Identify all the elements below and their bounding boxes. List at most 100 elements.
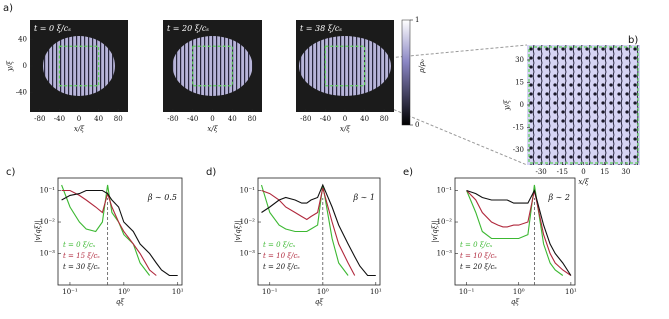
x-axis-label: x/ξ <box>74 125 85 133</box>
time-label: t = 38 ξ/cₛ <box>300 24 342 33</box>
legend-entry: t = 20 ξ/cₛ <box>263 263 300 271</box>
y-tick-label: 10⁻³ <box>437 250 453 258</box>
y-axis-label: y/ξ <box>503 99 511 111</box>
x-tick-label: 10⁰ <box>317 288 329 296</box>
x-axis-label: qξ <box>511 298 520 306</box>
panel: 10⁻¹ 10⁰ 10¹ 10⁻³ 10⁻² 10⁻¹ qξ |v(qξ)| c) t = 0 ξ… <box>6 167 184 306</box>
legend-entry: t = 30 ξ/cₛ <box>63 263 100 271</box>
x-tick-label: 0 <box>581 168 585 176</box>
legend-entry: t = 0 ξ/cₛ <box>263 241 296 249</box>
panel: t = 20 ξ/cₛ -80 -40 0 40 80 x/ξ <box>163 20 262 133</box>
x-tick-label: -80 <box>167 115 178 123</box>
y-tick-label: 10⁻² <box>240 218 256 226</box>
series-line <box>466 188 572 276</box>
x-tick-label: 10⁻¹ <box>62 288 78 296</box>
y-axis-label: |v(qξ)| <box>431 220 439 242</box>
condensate <box>172 36 253 96</box>
x-tick-label: -40 <box>320 115 331 123</box>
y-axis-label: |v(qξ)| <box>234 220 242 242</box>
x-tick-label: -15 <box>557 168 568 176</box>
x-axis-label: x/ξ <box>207 125 218 133</box>
condensate <box>43 36 115 96</box>
legend-entry: t = 20 ξ/cₛ <box>460 263 497 271</box>
legend-entry: t = 10 ξ/cₛ <box>263 252 300 260</box>
colorbar-tick-label: 1 <box>415 16 419 24</box>
beta-annotation: β ∼ 1 <box>352 193 375 202</box>
y-tick-label: 10⁻³ <box>240 250 256 258</box>
x-tick-label: 10¹ <box>172 288 184 296</box>
y-tick-label: 0 <box>520 101 524 109</box>
x-tick-label: 80 <box>114 115 123 123</box>
x-tick-label: 0 <box>343 115 347 123</box>
series-line <box>261 183 376 277</box>
x-tick-label: 10¹ <box>565 288 577 296</box>
x-axis-label: x/ξ <box>340 125 351 133</box>
panel: t = 0 ξ/cₛ -80 -40 0 40 80 -40 0 40 x/ξ y/ξ a) <box>3 3 128 133</box>
zoom-box <box>58 45 100 87</box>
condensate <box>299 36 391 96</box>
panel-label: c) <box>6 167 15 178</box>
x-tick-label: 40 <box>94 115 103 123</box>
x-tick-label: 40 <box>228 115 237 123</box>
series-line <box>261 187 356 276</box>
series-line <box>466 190 572 276</box>
x-tick-label: -80 <box>300 115 311 123</box>
y-axis-label: |v(qξ)| <box>34 220 42 242</box>
panel: -30 -15 0 15 30 -30 -15 0 15 30 x/ξ y/ξ b) <box>503 35 640 186</box>
series-line <box>61 189 157 276</box>
colorbar <box>401 19 411 126</box>
panel: 10⁻¹ 10⁰ 10¹ 10⁻³ 10⁻² 10⁻¹ qξ |v(qξ)| d) t = 0 ξ… <box>206 167 382 306</box>
panel: t = 38 ξ/cₛ -80 -40 0 40 80 x/ξ 0 1 ρ/ρ₀ <box>296 16 426 133</box>
y-tick-label: -40 <box>16 88 27 96</box>
x-tick-label: -30 <box>535 168 546 176</box>
y-tick-label: 10⁻² <box>40 218 56 226</box>
x-tick-label: 10¹ <box>370 288 382 296</box>
x-tick-label: 10⁻¹ <box>459 288 475 296</box>
beta-annotation: β ∼ 2 <box>547 193 570 202</box>
time-label: t = 0 ξ/cₛ <box>34 24 71 33</box>
y-axis-label: y/ξ <box>6 60 14 72</box>
x-tick-label: 80 <box>248 115 257 123</box>
plot-frame <box>57 177 183 286</box>
colorbar-label: ρ/ρ₀ <box>418 59 426 74</box>
x-tick-label: 0 <box>210 115 214 123</box>
panel-label: d) <box>206 167 216 178</box>
y-tick-label: 10⁻³ <box>40 250 56 258</box>
x-tick-label: 10⁰ <box>118 288 130 296</box>
plot-frame <box>257 177 381 286</box>
x-tick-label: 40 <box>360 115 369 123</box>
y-tick-label: 10⁻¹ <box>40 187 56 195</box>
x-tick-label: 15 <box>600 168 609 176</box>
x-tick-label: -40 <box>54 115 65 123</box>
beta-annotation: β ∼ 0.5 <box>147 193 177 202</box>
x-tick-label: 0 <box>77 115 81 123</box>
x-tick-label: 30 <box>621 168 630 176</box>
panel: 10⁻¹ 10⁰ 10¹ 10⁻³ 10⁻² 10⁻¹ qξ |v(qξ)| e) t = 0 ξ… <box>403 167 577 306</box>
x-tick-label: -40 <box>187 115 198 123</box>
x-axis-label: x/ξ <box>578 178 589 186</box>
image-background <box>527 45 640 165</box>
legend-entry: t = 0 ξ/cₛ <box>460 241 493 249</box>
y-tick-label: 10⁻¹ <box>437 187 453 195</box>
y-tick-label: 40 <box>18 36 27 44</box>
time-label: t = 20 ξ/cₛ <box>167 24 209 33</box>
y-tick-label: -30 <box>513 146 524 154</box>
series-line <box>61 189 178 277</box>
y-tick-label: -15 <box>513 124 524 132</box>
zoom-box <box>324 45 366 87</box>
x-tick-label: -80 <box>34 115 45 123</box>
x-axis-label: qξ <box>116 298 125 306</box>
plot-frame <box>454 177 576 286</box>
colorbar-tick-label: 0 <box>415 121 419 129</box>
x-tick-label: 80 <box>380 115 389 123</box>
y-tick-label: 10⁻² <box>437 218 453 226</box>
series-line <box>260 184 349 276</box>
panel-label: e) <box>403 167 413 178</box>
panel-label: a) <box>3 3 13 14</box>
series-line <box>61 184 151 276</box>
y-tick-label: 30 <box>515 56 524 64</box>
legend-entry: t = 0 ξ/cₛ <box>63 241 96 249</box>
x-tick-label: 10⁻¹ <box>262 288 278 296</box>
y-tick-label: 0 <box>23 62 27 70</box>
